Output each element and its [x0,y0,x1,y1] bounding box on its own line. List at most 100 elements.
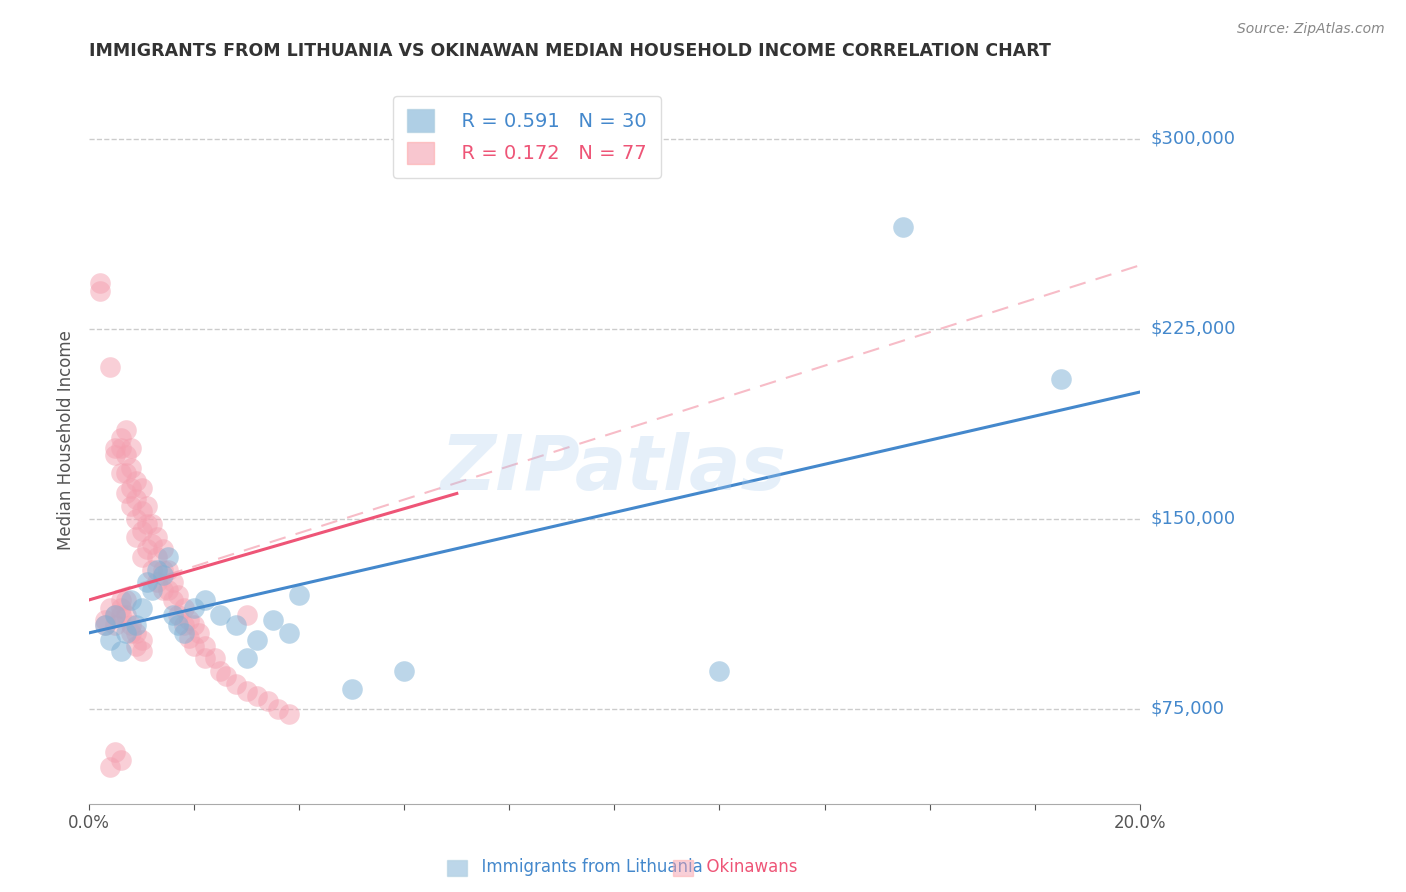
Point [104,441,127,455]
Point [115,449,138,463]
Point [141,562,163,576]
Point [146,562,169,576]
Point [209,664,232,678]
Point [162,608,184,623]
Point [262,613,284,627]
Point [209,608,232,623]
Point [235,608,257,623]
Point [288,588,311,602]
Legend:   R = 0.591   N = 30,   R = 0.172   N = 77: R = 0.591 N = 30, R = 0.172 N = 77 [392,95,661,178]
Point [246,690,269,704]
Point [94,618,117,632]
Point [94,618,117,632]
Point [120,499,142,513]
Point [131,549,153,564]
Point [115,608,138,623]
Point [225,618,247,632]
Point [104,618,127,632]
Point [115,423,138,437]
Point [177,613,200,627]
Point [183,639,205,653]
Point [156,549,179,564]
Point [173,618,195,632]
Point [110,608,132,623]
Point [135,499,157,513]
Point [709,664,731,678]
Text: Source: ZipAtlas.com: Source: ZipAtlas.com [1237,22,1385,37]
Point [131,482,153,496]
Point [225,676,247,690]
Point [120,482,142,496]
Point [115,626,138,640]
Point [120,461,142,475]
Point [110,431,132,445]
Point [125,618,148,632]
Point [146,549,169,564]
Point [162,593,184,607]
Text: $225,000: $225,000 [1152,319,1236,338]
Point [104,608,127,623]
Text: ZIPatlas: ZIPatlas [441,432,787,506]
Point [183,618,205,632]
Point [131,633,153,648]
Point [125,626,148,640]
Point [120,441,142,455]
Point [94,613,117,627]
Point [110,466,132,480]
Point [110,753,132,767]
Point [110,593,132,607]
Point [156,582,179,597]
Point [125,474,148,488]
Point [267,702,290,716]
Y-axis label: Median Household Income: Median Household Income [58,330,75,549]
Point [167,618,190,632]
Point [204,651,226,665]
Point [98,760,121,774]
Point [104,608,127,623]
Point [110,600,132,615]
Point [173,600,195,615]
Point [152,567,174,582]
Point [98,600,121,615]
Point [120,626,142,640]
Point [135,542,157,557]
Point [110,441,132,455]
Point [1050,372,1073,386]
Point [125,639,148,653]
Point [183,600,205,615]
Point [235,684,257,698]
Point [141,582,163,597]
Point [125,491,148,506]
Point [98,359,121,374]
Text: Immigrants from Lithuania: Immigrants from Lithuania [471,858,703,876]
Text: IMMIGRANTS FROM LITHUANIA VS OKINAWAN MEDIAN HOUSEHOLD INCOME CORRELATION CHART: IMMIGRANTS FROM LITHUANIA VS OKINAWAN ME… [89,42,1050,60]
Point [394,664,416,678]
Point [135,516,157,531]
Point [246,633,269,648]
Point [89,284,111,298]
Point [173,626,195,640]
Point [89,276,111,290]
Point [120,618,142,632]
Point [256,694,278,708]
Point [177,631,200,645]
Point [235,651,257,665]
Point [120,593,142,607]
Point [125,530,148,544]
Point [131,600,153,615]
Text: $300,000: $300,000 [1152,129,1236,147]
Point [115,593,138,607]
Point [277,706,299,721]
Point [141,537,163,551]
Point [146,530,169,544]
Point [340,681,363,696]
Point [152,562,174,576]
Point [131,643,153,657]
Point [115,486,138,500]
Point [110,643,132,657]
Point [131,504,153,518]
Point [104,745,127,759]
Point [156,562,179,576]
Point [194,651,217,665]
Point [146,575,169,590]
